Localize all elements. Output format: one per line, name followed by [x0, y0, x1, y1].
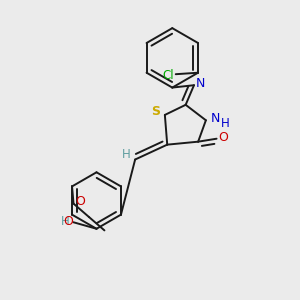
Text: Cl: Cl	[163, 69, 174, 82]
Text: O: O	[63, 215, 73, 228]
Text: O: O	[218, 131, 228, 144]
Text: H: H	[61, 215, 70, 228]
Text: O: O	[75, 195, 85, 208]
Text: N: N	[211, 112, 220, 125]
Text: H: H	[221, 117, 230, 130]
Text: H: H	[122, 148, 130, 161]
Text: S: S	[152, 105, 160, 118]
Text: N: N	[196, 77, 205, 90]
